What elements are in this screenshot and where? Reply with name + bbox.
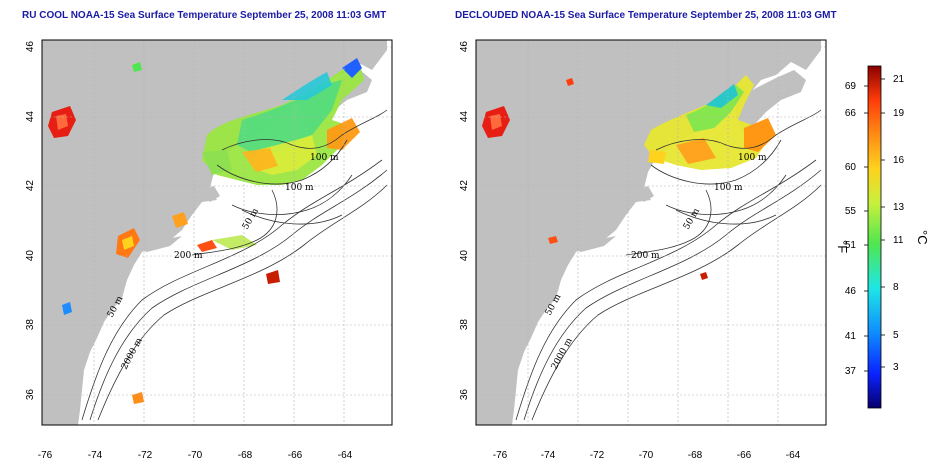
right-contour-label-200m: 200 m xyxy=(631,251,660,261)
colorbar-tick-marks xyxy=(864,78,885,372)
left-map-panel: 100 m 100 m 50 m 200 m 50 m 2000 m xyxy=(41,39,393,426)
right-contour-label-100m-south: 100 m xyxy=(714,183,743,193)
right-map-title: DECLOUDED NOAA-15 Sea Surface Temperatur… xyxy=(455,10,837,21)
left-lat-tick-36: 36 xyxy=(25,389,36,401)
c-tick-8: 8 xyxy=(893,282,899,293)
right-map-panel: 100 m 100 m 50 m 200 m 50 m 2000 m xyxy=(475,39,827,426)
left-lat-tick-40: 40 xyxy=(25,250,36,262)
left-lat-tick-44: 44 xyxy=(25,111,36,123)
left-map-frame xyxy=(41,39,393,426)
left-lat-tick-42: 42 xyxy=(25,180,36,192)
f-tick-46: 46 xyxy=(845,286,857,297)
left-lon-tick-64: -64 xyxy=(338,450,353,461)
f-tick-51: 51 xyxy=(845,240,857,251)
right-lon-tick-64: -64 xyxy=(786,450,801,461)
c-tick-16: 16 xyxy=(893,155,905,166)
left-lon-tick-74: -74 xyxy=(88,450,103,461)
colorbar-gradient xyxy=(867,65,882,409)
f-tick-41: 41 xyxy=(845,331,857,342)
right-lat-tick-46: 46 xyxy=(459,41,470,53)
f-tick-60: 60 xyxy=(845,162,857,173)
left-lon-tick-76: -76 xyxy=(38,450,53,461)
temperature-colorbar: 69 66 60 55 51 46 41 37 21 19 16 13 11 8 xyxy=(835,65,930,409)
left-lon-tick-70: -70 xyxy=(188,450,203,461)
left-graticule xyxy=(42,40,392,425)
left-lat-tick-46: 46 xyxy=(25,41,36,53)
right-lat-tick-44: 44 xyxy=(459,111,470,123)
c-tick-21: 21 xyxy=(893,74,905,85)
right-axis-ticks: -76 -74 -72 -70 -68 -66 -64 36 38 40 42 … xyxy=(459,41,801,461)
right-lon-tick-72: -72 xyxy=(590,450,605,461)
f-tick-37: 37 xyxy=(845,366,857,377)
c-tick-13: 13 xyxy=(893,202,905,213)
left-contour-label-100m-north: 100 m xyxy=(310,153,339,163)
right-sst-field xyxy=(482,75,776,280)
left-lon-tick-68: -68 xyxy=(238,450,253,461)
f-tick-69: 69 xyxy=(845,81,857,92)
colorbar-celsius-ticks: 21 19 16 13 11 8 5 3 xyxy=(893,74,905,373)
right-lon-tick-66: -66 xyxy=(737,450,752,461)
right-lat-tick-42: 42 xyxy=(459,180,470,192)
c-tick-5: 5 xyxy=(893,330,899,341)
c-tick-3: 3 xyxy=(893,362,899,373)
left-axis-ticks: -76 -74 -72 -70 -68 -66 -64 36 38 40 42 … xyxy=(25,41,353,461)
celsius-unit-label: °C xyxy=(915,230,930,245)
right-lon-tick-74: -74 xyxy=(541,450,556,461)
right-contour-label-100m-north: 100 m xyxy=(738,153,767,163)
fahrenheit-unit-label: °F xyxy=(835,240,850,253)
c-tick-19: 19 xyxy=(893,108,905,119)
right-lon-tick-70: -70 xyxy=(639,450,654,461)
left-lon-tick-66: -66 xyxy=(288,450,303,461)
left-lon-tick-72: -72 xyxy=(138,450,153,461)
right-lat-tick-36: 36 xyxy=(459,389,470,401)
right-lon-tick-68: -68 xyxy=(688,450,703,461)
left-map-title: RU COOL NOAA-15 Sea Surface Temperature … xyxy=(22,10,387,21)
right-graticule xyxy=(476,40,826,425)
left-contour-label-100m-south: 100 m xyxy=(285,183,314,193)
right-lat-tick-38: 38 xyxy=(459,319,470,331)
colorbar-fahrenheit-ticks: 69 66 60 55 51 46 41 37 xyxy=(845,81,857,377)
left-lat-tick-38: 38 xyxy=(25,319,36,331)
left-contour-label-200m: 200 m xyxy=(174,251,203,261)
right-lat-tick-40: 40 xyxy=(459,250,470,262)
f-tick-66: 66 xyxy=(845,108,857,119)
right-map-frame xyxy=(475,39,827,426)
left-sst-field xyxy=(48,58,364,404)
right-lon-tick-76: -76 xyxy=(493,450,508,461)
c-tick-11: 11 xyxy=(893,235,904,246)
f-tick-55: 55 xyxy=(845,206,857,217)
